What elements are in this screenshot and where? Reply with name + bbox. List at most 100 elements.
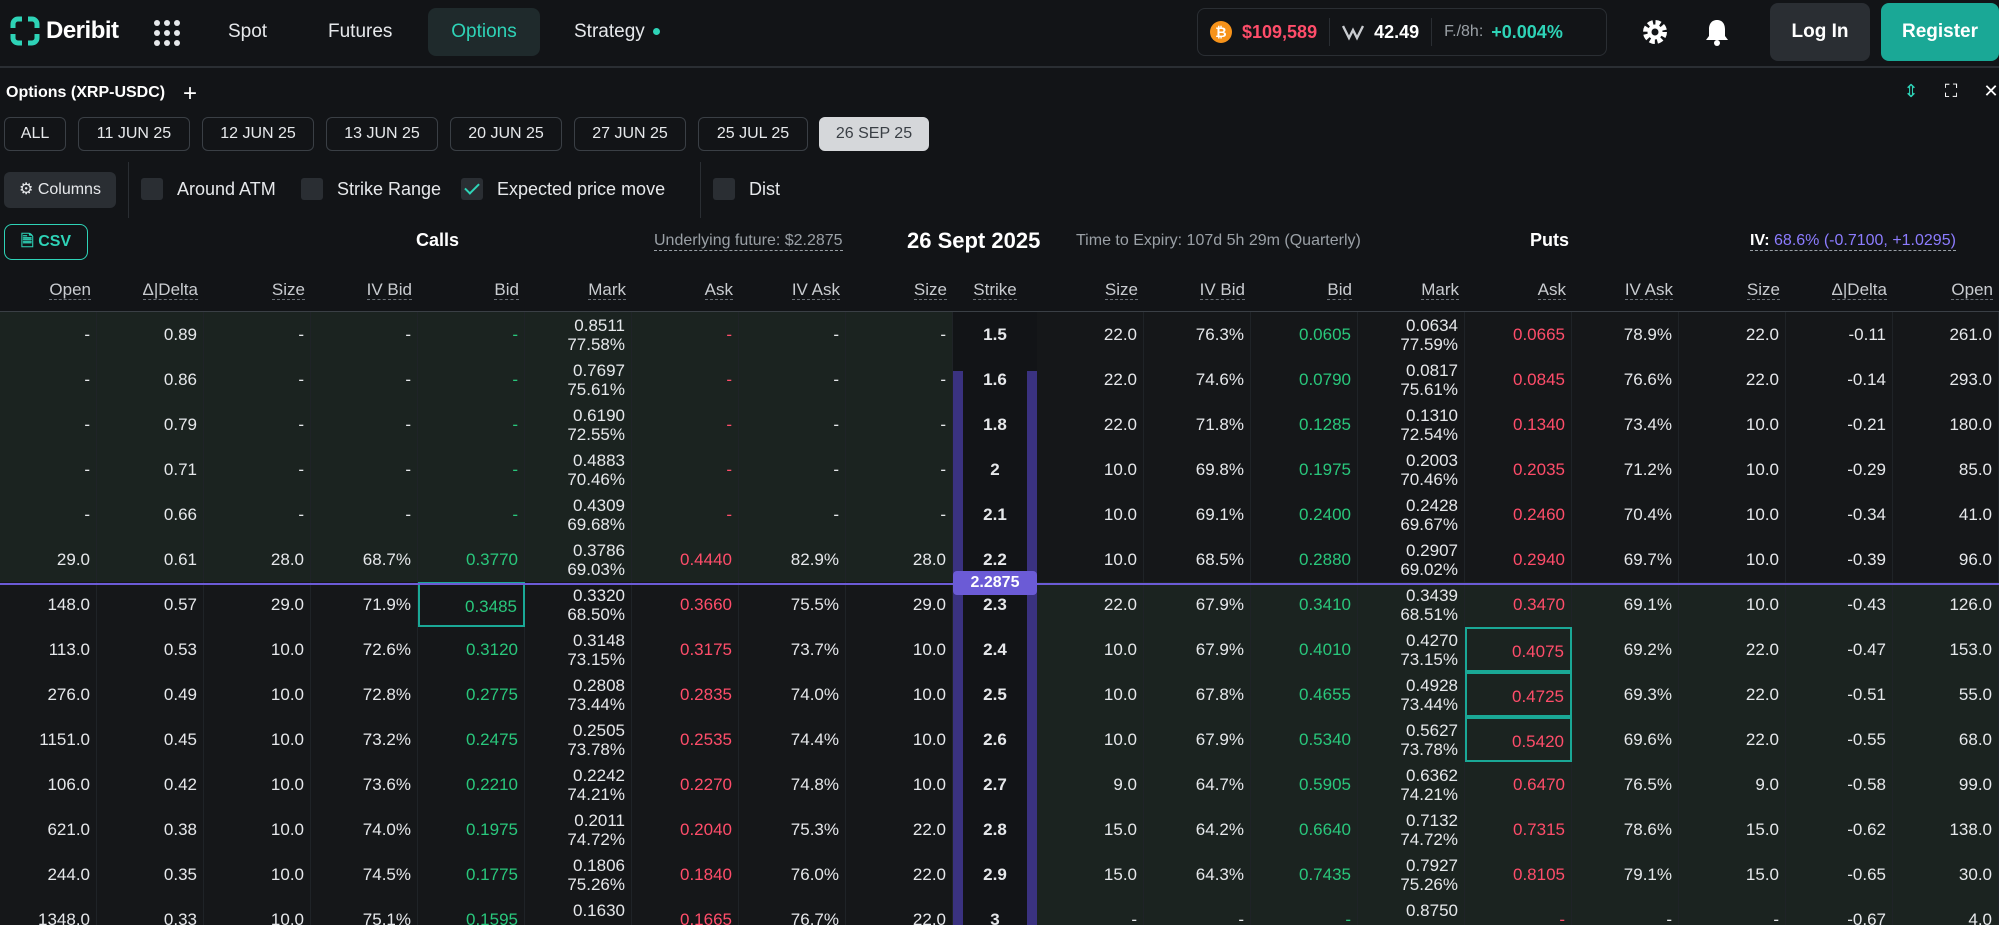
column-header[interactable]: IV Ask — [1572, 268, 1679, 312]
checkbox[interactable] — [141, 178, 163, 200]
table-row[interactable]: -0.79- - -0.6190 72.55% - - -1.8 22.0 71.8% 0.128… — [0, 402, 1999, 447]
expiry-tab[interactable]: 12 JUN 25 — [202, 117, 314, 151]
column-header[interactable]: Bid — [418, 268, 525, 312]
checkbox[interactable] — [713, 178, 735, 200]
call-ask-cell[interactable]: 0.1840 — [632, 852, 739, 897]
call-ask-cell[interactable]: - — [632, 312, 739, 357]
put-ask-cell[interactable]: 0.2035 — [1465, 447, 1572, 492]
column-header[interactable]: Size — [1679, 268, 1786, 312]
call-bid-cell[interactable]: - — [418, 357, 525, 402]
call-ask-cell[interactable]: 0.2535 — [632, 717, 739, 762]
put-bid-cell[interactable]: 0.7435 — [1251, 852, 1358, 897]
put-bid-cell[interactable]: 0.5340 — [1251, 717, 1358, 762]
column-header[interactable]: Δ|Delta — [97, 268, 204, 312]
call-ask-cell[interactable]: - — [632, 492, 739, 537]
column-header[interactable]: Δ|Delta — [1786, 268, 1893, 312]
column-header[interactable]: IV Bid — [311, 268, 418, 312]
call-bid-cell[interactable]: 0.3485 — [418, 582, 525, 627]
filter-dist[interactable]: Dist — [713, 178, 780, 200]
call-bid-cell[interactable]: 0.3120 — [418, 627, 525, 672]
call-ask-cell[interactable]: 0.2835 — [632, 672, 739, 717]
column-header[interactable]: Strike — [953, 268, 1037, 312]
call-bid-cell[interactable]: - — [418, 447, 525, 492]
expiry-tab[interactable]: 25 JUL 25 — [698, 117, 808, 151]
call-ask-cell[interactable]: - — [632, 402, 739, 447]
call-bid-cell[interactable]: 0.2210 — [418, 762, 525, 807]
column-header[interactable]: Ask — [632, 268, 739, 312]
put-ask-cell[interactable]: - — [1465, 897, 1572, 925]
column-header[interactable]: Size — [1037, 268, 1144, 312]
apps-grid-icon[interactable] — [154, 20, 180, 46]
table-row[interactable]: 244.0 0.35 10.0 74.5% 0.1775 0.1806 75.26% 0.18… — [0, 852, 1999, 897]
put-ask-cell[interactable]: 0.4725 — [1465, 672, 1572, 717]
checkbox[interactable] — [301, 178, 323, 200]
login-button[interactable]: Log In — [1770, 3, 1870, 61]
expand-icon[interactable]: ⛶ — [1944, 81, 1958, 101]
table-row[interactable]: 1151.0 0.45 10.0 73.2% 0.2475 0.2505 73.78% 0.2… — [0, 717, 1999, 762]
nav-options[interactable]: Options — [428, 8, 540, 56]
table-row[interactable]: 1348.0 0.33 10.0 75.1% 0.1595 0.1630 0.1665 76.… — [0, 897, 1999, 925]
sort-toggle-icon[interactable]: ⇕ — [1903, 81, 1919, 101]
call-bid-cell[interactable]: 0.1595 — [418, 897, 525, 925]
close-icon[interactable]: ✕ — [1983, 81, 1999, 101]
column-header[interactable]: Bid — [1251, 268, 1358, 312]
call-ask-cell[interactable]: 0.2270 — [632, 762, 739, 807]
put-ask-cell[interactable]: 0.4075 — [1465, 627, 1572, 672]
expiry-tab[interactable]: 20 JUN 25 — [450, 117, 562, 151]
expiry-tab-active[interactable]: 26 SEP 25 — [819, 117, 929, 151]
table-row[interactable]: -0.71- - -0.4883 70.46% - - -2 10.0 69.8% 0.1975 0… — [0, 447, 1999, 492]
call-bid-cell[interactable]: 0.1975 — [418, 807, 525, 852]
put-ask-cell[interactable]: 0.6470 — [1465, 762, 1572, 807]
call-bid-cell[interactable]: - — [418, 402, 525, 447]
put-bid-cell[interactable]: 0.1975 — [1251, 447, 1358, 492]
nav-strategy[interactable]: Strategy — [552, 8, 682, 56]
table-row[interactable]: -0.86- - -0.7697 75.61% - - -1.6 22.0 74.6% 0.079… — [0, 357, 1999, 402]
put-bid-cell[interactable]: 0.0605 — [1251, 312, 1358, 357]
column-header[interactable]: Open — [1893, 268, 1999, 312]
call-ask-cell[interactable]: 0.3175 — [632, 627, 739, 672]
nav-spot[interactable]: Spot — [228, 21, 268, 42]
call-ask-cell[interactable]: 0.1665 — [632, 897, 739, 925]
table-row[interactable]: -0.66- - -0.4309 69.68% - - -2.1 10.0 69.1% 0.240… — [0, 492, 1999, 537]
columns-button[interactable]: ⚙ Columns — [4, 172, 116, 208]
put-ask-cell[interactable]: 0.2460 — [1465, 492, 1572, 537]
nav-futures[interactable]: Futures — [328, 21, 393, 42]
expiry-tab[interactable]: 27 JUN 25 — [574, 117, 686, 151]
add-panel-button[interactable]: + — [183, 80, 198, 107]
column-header[interactable]: Ask — [1465, 268, 1572, 312]
expiry-tab[interactable]: 13 JUN 25 — [326, 117, 438, 151]
put-ask-cell[interactable]: 0.5420 — [1465, 717, 1572, 762]
column-header[interactable]: Mark — [525, 268, 632, 312]
column-header[interactable]: IV Bid — [1144, 268, 1251, 312]
table-row[interactable]: 113.0 0.53 10.0 72.6% 0.3120 0.3148 73.15% 0.31… — [0, 627, 1999, 672]
table-row[interactable]: 621.0 0.38 10.0 74.0% 0.1975 0.2011 74.72% 0.20… — [0, 807, 1999, 852]
table-row[interactable]: -0.89- - -0.8511 77.58% - - -1.5 22.0 76.3% 0.060… — [0, 312, 1999, 357]
csv-button[interactable]: 🗎 CSV — [4, 224, 88, 260]
call-bid-cell[interactable]: - — [418, 492, 525, 537]
call-ask-cell[interactable]: 0.3660 — [632, 582, 739, 627]
checkbox-checked[interactable] — [461, 178, 483, 200]
register-button[interactable]: Register — [1881, 3, 1999, 61]
call-ask-cell[interactable]: 0.4440 — [632, 537, 739, 582]
expiry-tab-all[interactable]: ALL — [4, 117, 66, 151]
expiry-tab[interactable]: 11 JUN 25 — [78, 117, 190, 151]
call-bid-cell[interactable]: 0.2475 — [418, 717, 525, 762]
put-bid-cell[interactable]: 0.4655 — [1251, 672, 1358, 717]
put-bid-cell[interactable]: 0.5905 — [1251, 762, 1358, 807]
put-ask-cell[interactable]: 0.7315 — [1465, 807, 1572, 852]
put-ask-cell[interactable]: 0.2940 — [1465, 537, 1572, 582]
put-bid-cell[interactable]: 0.2880 — [1251, 537, 1358, 582]
filter-strike-range[interactable]: Strike Range — [301, 178, 441, 200]
bell-icon[interactable] — [1704, 18, 1730, 46]
put-bid-cell[interactable]: 0.1285 — [1251, 402, 1358, 447]
column-header[interactable]: Size — [204, 268, 311, 312]
put-bid-cell[interactable]: - — [1251, 897, 1358, 925]
put-bid-cell[interactable]: 0.4010 — [1251, 627, 1358, 672]
put-ask-cell[interactable]: 0.0665 — [1465, 312, 1572, 357]
filter-around-atm[interactable]: Around ATM — [141, 178, 276, 200]
call-bid-cell[interactable]: 0.2775 — [418, 672, 525, 717]
filter-expected-move[interactable]: Expected price move — [461, 178, 665, 200]
put-ask-cell[interactable]: 0.8105 — [1465, 852, 1572, 897]
put-ask-cell[interactable]: 0.3470 — [1465, 582, 1572, 627]
column-header[interactable]: Mark — [1358, 268, 1465, 312]
